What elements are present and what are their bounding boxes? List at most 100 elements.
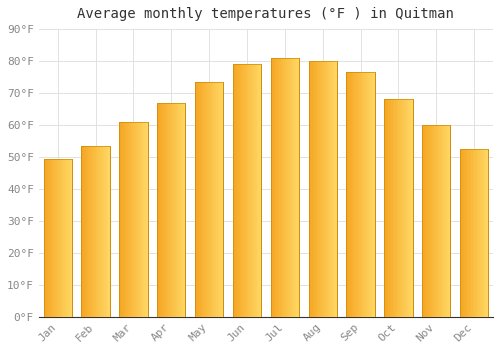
Bar [195,82,196,317]
Bar [324,61,326,317]
Bar [56,159,58,317]
Title: Average monthly temperatures (°F ) in Quitman: Average monthly temperatures (°F ) in Qu… [78,7,454,21]
Bar [396,99,397,317]
Bar [294,58,295,317]
Bar [97,146,98,317]
Bar [349,72,350,317]
Bar [119,122,148,317]
Bar [128,122,129,317]
Bar [220,82,222,317]
Bar [289,58,290,317]
Bar [460,149,488,317]
Bar [480,149,481,317]
Bar [240,64,242,317]
Bar [170,103,172,317]
Bar [196,82,198,317]
Bar [422,125,450,317]
Bar [330,61,331,317]
Bar [49,159,50,317]
Bar [368,72,369,317]
Bar [182,103,184,317]
Bar [387,99,388,317]
Bar [270,58,272,317]
Bar [296,58,298,317]
Bar [45,159,46,317]
Bar [358,72,359,317]
Bar [272,58,274,317]
Bar [107,146,108,317]
Bar [157,103,158,317]
Bar [312,61,313,317]
Bar [464,149,466,317]
Bar [44,159,45,317]
Bar [210,82,212,317]
Bar [317,61,318,317]
Bar [320,61,322,317]
Bar [434,125,435,317]
Bar [124,122,125,317]
Bar [68,159,69,317]
Bar [270,58,299,317]
Bar [139,122,140,317]
Bar [65,159,66,317]
Bar [206,82,208,317]
Bar [467,149,468,317]
Bar [397,99,398,317]
Bar [96,146,97,317]
Bar [470,149,472,317]
Bar [274,58,275,317]
Bar [172,103,174,317]
Bar [102,146,104,317]
Bar [237,64,238,317]
Bar [400,99,402,317]
Bar [205,82,206,317]
Bar [168,103,170,317]
Bar [282,58,284,317]
Bar [348,72,349,317]
Bar [466,149,467,317]
Bar [219,82,220,317]
Bar [436,125,438,317]
Bar [125,122,126,317]
Bar [176,103,177,317]
Bar [184,103,186,317]
Bar [104,146,106,317]
Bar [398,99,400,317]
Bar [386,99,387,317]
Bar [87,146,88,317]
Bar [481,149,482,317]
Bar [180,103,181,317]
Bar [158,103,160,317]
Bar [384,99,412,317]
Bar [252,64,254,317]
Bar [346,72,375,317]
Bar [422,125,424,317]
Bar [198,82,199,317]
Bar [366,72,368,317]
Bar [46,159,48,317]
Bar [144,122,145,317]
Bar [472,149,474,317]
Bar [422,125,450,317]
Bar [242,64,244,317]
Bar [354,72,355,317]
Bar [328,61,330,317]
Bar [432,125,434,317]
Bar [195,82,224,317]
Bar [360,72,362,317]
Bar [86,146,87,317]
Bar [222,82,224,317]
Bar [438,125,439,317]
Bar [202,82,203,317]
Bar [359,72,360,317]
Bar [275,58,276,317]
Bar [288,58,289,317]
Bar [108,146,110,317]
Bar [135,122,136,317]
Bar [58,159,59,317]
Bar [55,159,56,317]
Bar [394,99,396,317]
Bar [82,146,83,317]
Bar [119,122,120,317]
Bar [209,82,210,317]
